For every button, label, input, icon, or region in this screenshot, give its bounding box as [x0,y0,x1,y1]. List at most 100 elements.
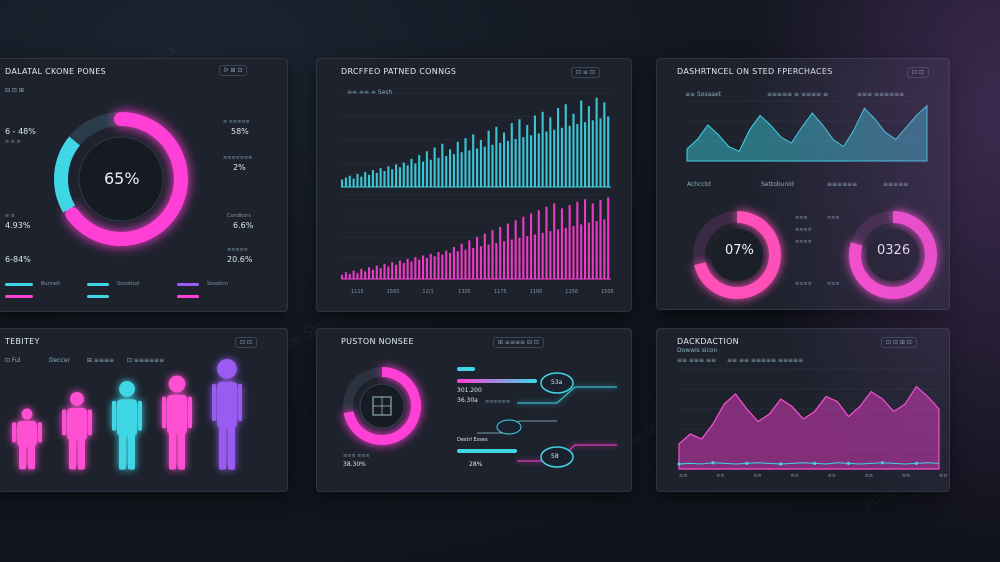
x-tick: 1565 [386,289,400,295]
flow-connector-bottom [517,444,617,468]
bar [483,233,486,279]
legend-item: Settobunid [761,181,794,188]
bar [456,251,459,279]
bar [503,241,506,279]
bar [383,263,386,279]
bar [395,164,398,187]
panel-donut: DALATAL CKONE PONES ᐅ ⊞ ⊡ ⊟ ⊡ ⊞ 65% 6 - … [0,58,288,312]
bar [576,124,579,187]
legend-row: ⊟ ⊡ ⊞ [5,87,24,94]
bar [572,226,575,279]
badge: 53a [551,379,563,386]
bar [364,171,367,187]
stat-right-2: 2% [233,163,246,172]
legend-item: ≡≡≡ ≡≡≡≡≡≡ [857,91,905,98]
point [745,461,749,465]
legend-bar [87,283,109,286]
legend-item: Sosoticn [207,281,229,287]
panel-controls[interactable]: ⊞ ≡≡≡≡ ⊟ ⊡ [493,337,544,348]
legend-bar [177,283,199,286]
bar [537,210,540,279]
progress-ring [343,367,421,445]
x-axis: ≡≡ ≡≡ ≡≡ ≡≡ ≡≡ ≡≡ ≡≡ ≡≡ [679,473,947,481]
bar [391,262,394,279]
bar [406,165,409,187]
bar [387,166,390,187]
panel-controls[interactable]: ᐅ ⊞ ⊡ [219,65,248,76]
legend-item: ≡≡≡≡≡ [883,181,909,188]
indicator-bar [457,379,537,383]
legend-item: Sosoticel [117,281,140,287]
stat-right-1-label: ≡ ≡≡≡≡≡ [223,119,250,125]
person-figure [162,375,192,470]
bar [487,130,490,187]
bar [422,255,425,279]
bar [607,116,610,187]
area-series [686,104,928,162]
point [711,461,715,465]
bar [526,236,529,279]
bar [398,260,401,279]
legend-bar [5,283,33,286]
bar [530,135,533,187]
bar [445,155,448,187]
bar [487,244,490,279]
legend-item: ≡≡ ≡≡ ≡≡≡≡≡ ≡≡≡≡≡ [727,357,804,364]
legend-item: ≡≡ ≡≡≡ ≡≡ [677,357,717,364]
x-tick: ≡≡ [939,473,948,479]
panel-people: TEBITEY ⊡ ⊡ ⊡ Ful Deccer ⊞ ≡≡≡≡ ⊡ ≡≡≡≡≡≡ [0,328,288,492]
bar [425,258,428,279]
panel-controls[interactable]: ⊡ ⊡ [235,337,257,348]
area-series [678,385,940,470]
panel-controls[interactable]: ⊡ ≡ ⊡ [571,67,600,78]
bar [406,258,409,279]
bar [402,162,405,187]
donut-arc-cyan [53,112,188,246]
bar [506,223,509,279]
bar [576,201,579,279]
bar [541,111,544,187]
stat-sub: ≡≡≡≡≡≡ [485,399,511,405]
x-tick: ≡≡ [790,473,799,479]
bar [560,127,563,187]
bar [472,134,475,187]
bar [464,249,467,279]
bar [506,140,509,187]
mid-label: ≡≡≡ [795,215,808,221]
donut-arc [54,112,188,246]
panel-controls[interactable]: ⊡ ⊡ ⊞ ⊡ [881,337,917,348]
donut-chart [53,112,188,246]
stat-left-2-sub: ≡ ≡ [5,213,15,219]
x-tick: ≡≡ [901,473,911,479]
bar [441,254,444,279]
bar [568,205,571,279]
bar [479,246,482,279]
bar [375,265,378,279]
bar [445,250,448,279]
panel-controls[interactable]: ⊡ ⊡ [907,67,929,78]
bar [603,219,606,279]
legend-item: ⊡ ≡≡≡≡≡≡ [127,357,165,364]
bar [591,203,594,279]
bar [499,142,502,187]
bar [360,268,363,279]
indicator-pill [457,367,475,371]
flow-connector-top [517,372,617,404]
bar [410,158,413,187]
point [880,461,885,465]
bar [553,129,556,187]
stat-right-3-label: Conditors [227,213,251,219]
x-axis: 1115 1565 12/1 1305 1175 1100 1256 1505 [341,289,614,299]
bar [348,273,351,279]
bar [580,224,583,279]
x-tick: 1115 [351,289,364,295]
bar [456,141,459,187]
person-figure [62,392,92,470]
bar [599,200,602,279]
bar [418,155,421,187]
stat-left-1-sub: ≡ ≡ ≡ [5,139,21,145]
panel-title: PUSTON NONSEE [341,337,414,346]
bar [495,242,498,279]
bar [433,256,436,279]
badge: 58 [551,453,559,460]
